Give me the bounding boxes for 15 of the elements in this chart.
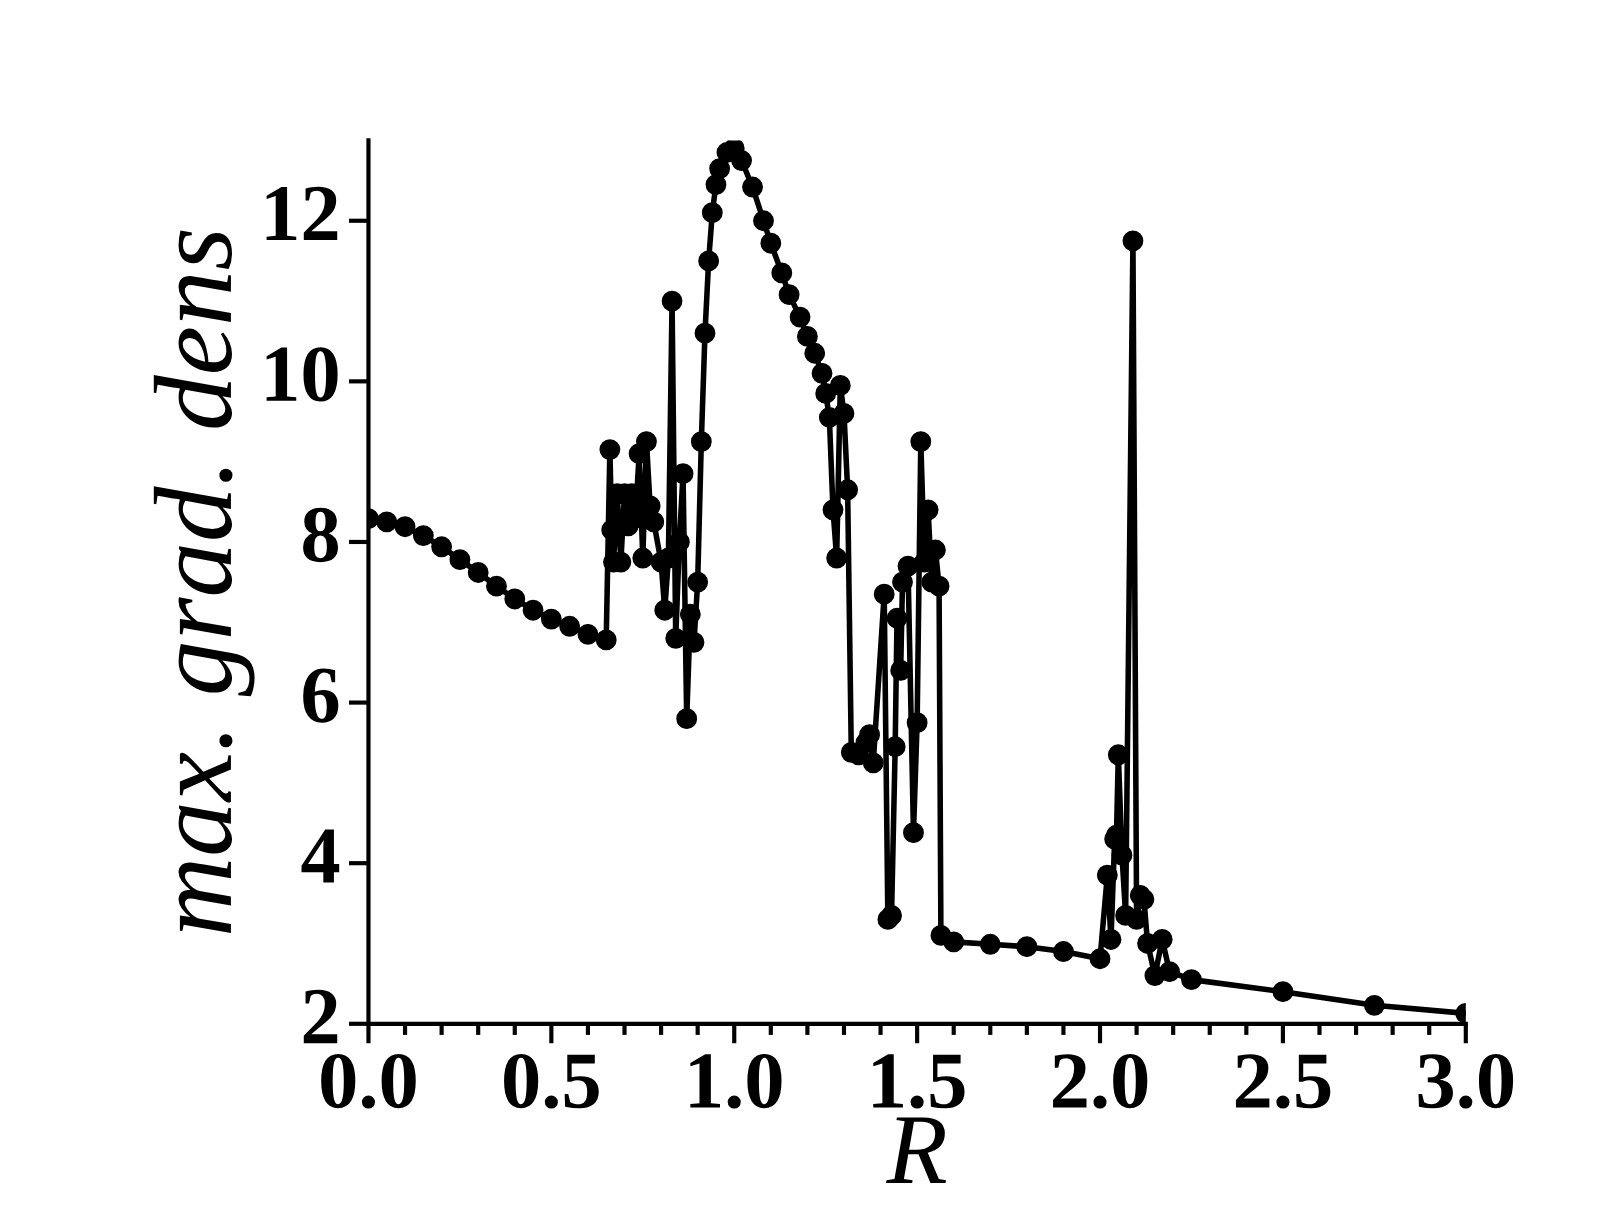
y-tick-label: 4 — [301, 829, 340, 883]
x-tick-label: 2.5 — [1235, 1054, 1331, 1109]
y-tick-label: 2 — [303, 989, 338, 1044]
x-tick-label: 0.0 — [321, 1053, 416, 1109]
x-axis-title: R — [886, 1117, 947, 1183]
x-tick-label: 3.0 — [1418, 1053, 1514, 1109]
y-tick-label: 12 — [266, 186, 338, 241]
x-tick-label: 1.0 — [690, 1053, 782, 1109]
x-tick-label: 0.5 — [504, 1053, 599, 1109]
y-axis-title: max. grad. dens — [153, 230, 255, 934]
y-tick-label: 8 — [303, 507, 339, 563]
x-tick-label: 1.5 — [873, 1054, 965, 1109]
y-tick-label: 10 — [266, 347, 338, 402]
y-tick-label: 6 — [303, 668, 339, 723]
x-tick-label: 2.0 — [1053, 1053, 1148, 1109]
